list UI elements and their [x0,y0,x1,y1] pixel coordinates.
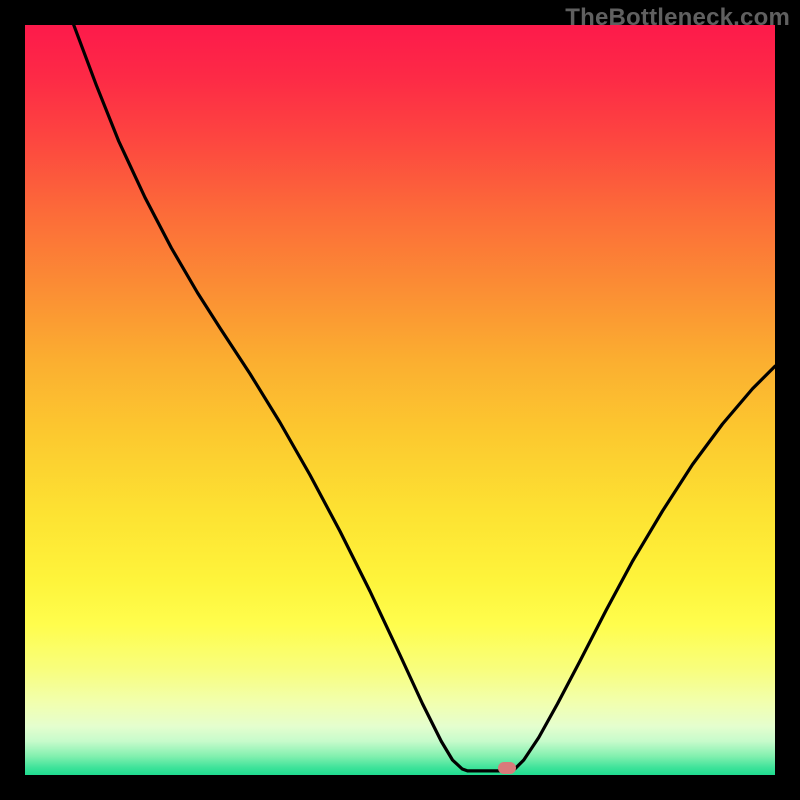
highlight-marker [498,762,516,774]
bottleneck-curve [25,25,775,775]
chart-frame: TheBottleneck.com [0,0,800,800]
plot-area [25,25,775,775]
